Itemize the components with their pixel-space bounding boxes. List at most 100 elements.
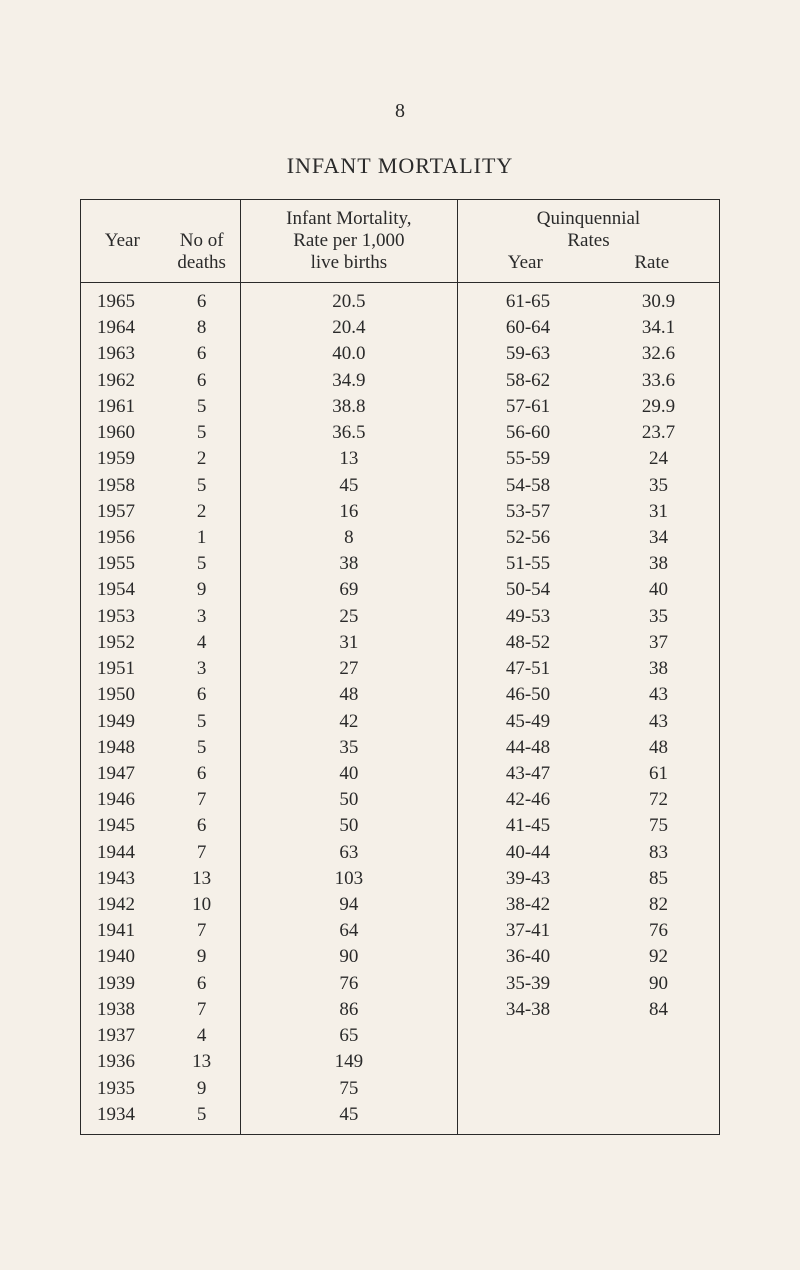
table-row: 194099036-4092 xyxy=(81,944,720,970)
document-title: INFANT MORTALITY xyxy=(80,153,720,179)
cell-rate: 94 xyxy=(240,892,457,918)
table-row: 193967635-3990 xyxy=(81,971,720,997)
header-quin-line2: Rates xyxy=(567,230,609,251)
cell-year: 1936 xyxy=(81,1049,164,1075)
cell-quin-year xyxy=(457,1076,598,1102)
cell-year: 1960 xyxy=(81,420,164,446)
cell-rate: 35 xyxy=(240,735,457,761)
cell-quin-rate: 83 xyxy=(598,840,719,866)
table-row: 1935975 xyxy=(81,1076,720,1102)
cell-year: 1953 xyxy=(81,604,164,630)
cell-rate: 34.9 xyxy=(240,368,457,394)
cell-rate: 42 xyxy=(240,709,457,735)
cell-deaths: 5 xyxy=(164,551,241,577)
cell-quin-rate: 23.7 xyxy=(598,420,719,446)
table-body: 1965620.561-6530.91964820.460-6434.11963… xyxy=(81,283,720,1135)
cell-quin-year: 56-60 xyxy=(457,420,598,446)
cell-year: 1955 xyxy=(81,551,164,577)
cell-deaths: 6 xyxy=(164,283,241,316)
cell-year: 1956 xyxy=(81,525,164,551)
table-row: 1942109438-4282 xyxy=(81,892,720,918)
cell-quin-year: 40-44 xyxy=(457,840,598,866)
cell-quin-rate: 35 xyxy=(598,473,719,499)
cell-deaths: 9 xyxy=(164,577,241,603)
cell-rate: 50 xyxy=(240,787,457,813)
cell-quin-rate: 37 xyxy=(598,630,719,656)
cell-rate: 90 xyxy=(240,944,457,970)
cell-quin-rate: 29.9 xyxy=(598,394,719,420)
cell-deaths: 6 xyxy=(164,813,241,839)
cell-rate: 48 xyxy=(240,682,457,708)
cell-quin-rate: 48 xyxy=(598,735,719,761)
header-rate: Infant Mortality, Rate per 1,000 live bi… xyxy=(240,200,457,283)
cell-quin-year: 42-46 xyxy=(457,787,598,813)
table-row: 194476340-4483 xyxy=(81,840,720,866)
table-row: 1937465 xyxy=(81,1023,720,1049)
cell-quin-year: 49-53 xyxy=(457,604,598,630)
cell-quin-rate xyxy=(598,1023,719,1049)
cell-quin-rate: 24 xyxy=(598,446,719,472)
cell-year: 1934 xyxy=(81,1102,164,1135)
cell-quin-rate: 75 xyxy=(598,813,719,839)
cell-rate: 63 xyxy=(240,840,457,866)
mortality-table: Year No of deaths Infant Mortality, Rate… xyxy=(80,199,720,1135)
cell-quin-rate: 61 xyxy=(598,761,719,787)
table-row: 19431310339-4385 xyxy=(81,866,720,892)
header-year-label: Year xyxy=(105,230,140,251)
cell-rate: 20.5 xyxy=(240,283,457,316)
table-row: 1965620.561-6530.9 xyxy=(81,283,720,316)
cell-quin-year xyxy=(457,1049,598,1075)
cell-year: 1961 xyxy=(81,394,164,420)
cell-quin-year: 48-52 xyxy=(457,630,598,656)
cell-year: 1952 xyxy=(81,630,164,656)
cell-quin-rate: 82 xyxy=(598,892,719,918)
table-row: 1962634.958-6233.6 xyxy=(81,368,720,394)
cell-quin-year: 54-58 xyxy=(457,473,598,499)
cell-rate: 40 xyxy=(240,761,457,787)
cell-deaths: 6 xyxy=(164,368,241,394)
cell-rate: 36.5 xyxy=(240,420,457,446)
cell-quin-rate: 38 xyxy=(598,656,719,682)
cell-year: 1939 xyxy=(81,971,164,997)
cell-deaths: 7 xyxy=(164,997,241,1023)
cell-rate: 103 xyxy=(240,866,457,892)
cell-rate: 45 xyxy=(240,1102,457,1135)
table-row: 194565041-4575 xyxy=(81,813,720,839)
header-deaths-line2: deaths xyxy=(177,252,226,273)
cell-quin-year: 45-49 xyxy=(457,709,598,735)
cell-deaths: 7 xyxy=(164,840,241,866)
cell-rate: 40.0 xyxy=(240,341,457,367)
cell-year: 1945 xyxy=(81,813,164,839)
cell-quin-year xyxy=(457,1102,598,1135)
cell-quin-year: 61-65 xyxy=(457,283,598,316)
cell-rate: 50 xyxy=(240,813,457,839)
cell-year: 1965 xyxy=(81,283,164,316)
cell-quin-year: 36-40 xyxy=(457,944,598,970)
cell-year: 1959 xyxy=(81,446,164,472)
cell-quin-year: 60-64 xyxy=(457,315,598,341)
cell-quin-year: 44-48 xyxy=(457,735,598,761)
cell-quin-rate: 31 xyxy=(598,499,719,525)
cell-deaths: 3 xyxy=(164,656,241,682)
cell-quin-rate: 40 xyxy=(598,577,719,603)
cell-deaths: 7 xyxy=(164,787,241,813)
cell-quin-year xyxy=(457,1023,598,1049)
header-rate-line1: Infant Mortality, xyxy=(286,208,411,229)
cell-year: 1946 xyxy=(81,787,164,813)
cell-deaths: 5 xyxy=(164,709,241,735)
cell-quin-rate: 34 xyxy=(598,525,719,551)
cell-quin-year: 59-63 xyxy=(457,341,598,367)
cell-quin-rate: 85 xyxy=(598,866,719,892)
cell-rate: 38.8 xyxy=(240,394,457,420)
cell-quin-rate xyxy=(598,1076,719,1102)
cell-rate: 20.4 xyxy=(240,315,457,341)
cell-quin-rate: 30.9 xyxy=(598,283,719,316)
header-quinquennial: Quinquennial Rates Year Rate xyxy=(457,200,719,283)
cell-quin-year: 58-62 xyxy=(457,368,598,394)
cell-rate: 75 xyxy=(240,1076,457,1102)
cell-year: 1954 xyxy=(81,577,164,603)
header-rate-line3: live births xyxy=(311,252,388,273)
page-number: 8 xyxy=(80,100,720,123)
cell-rate: 13 xyxy=(240,446,457,472)
cell-deaths: 3 xyxy=(164,604,241,630)
